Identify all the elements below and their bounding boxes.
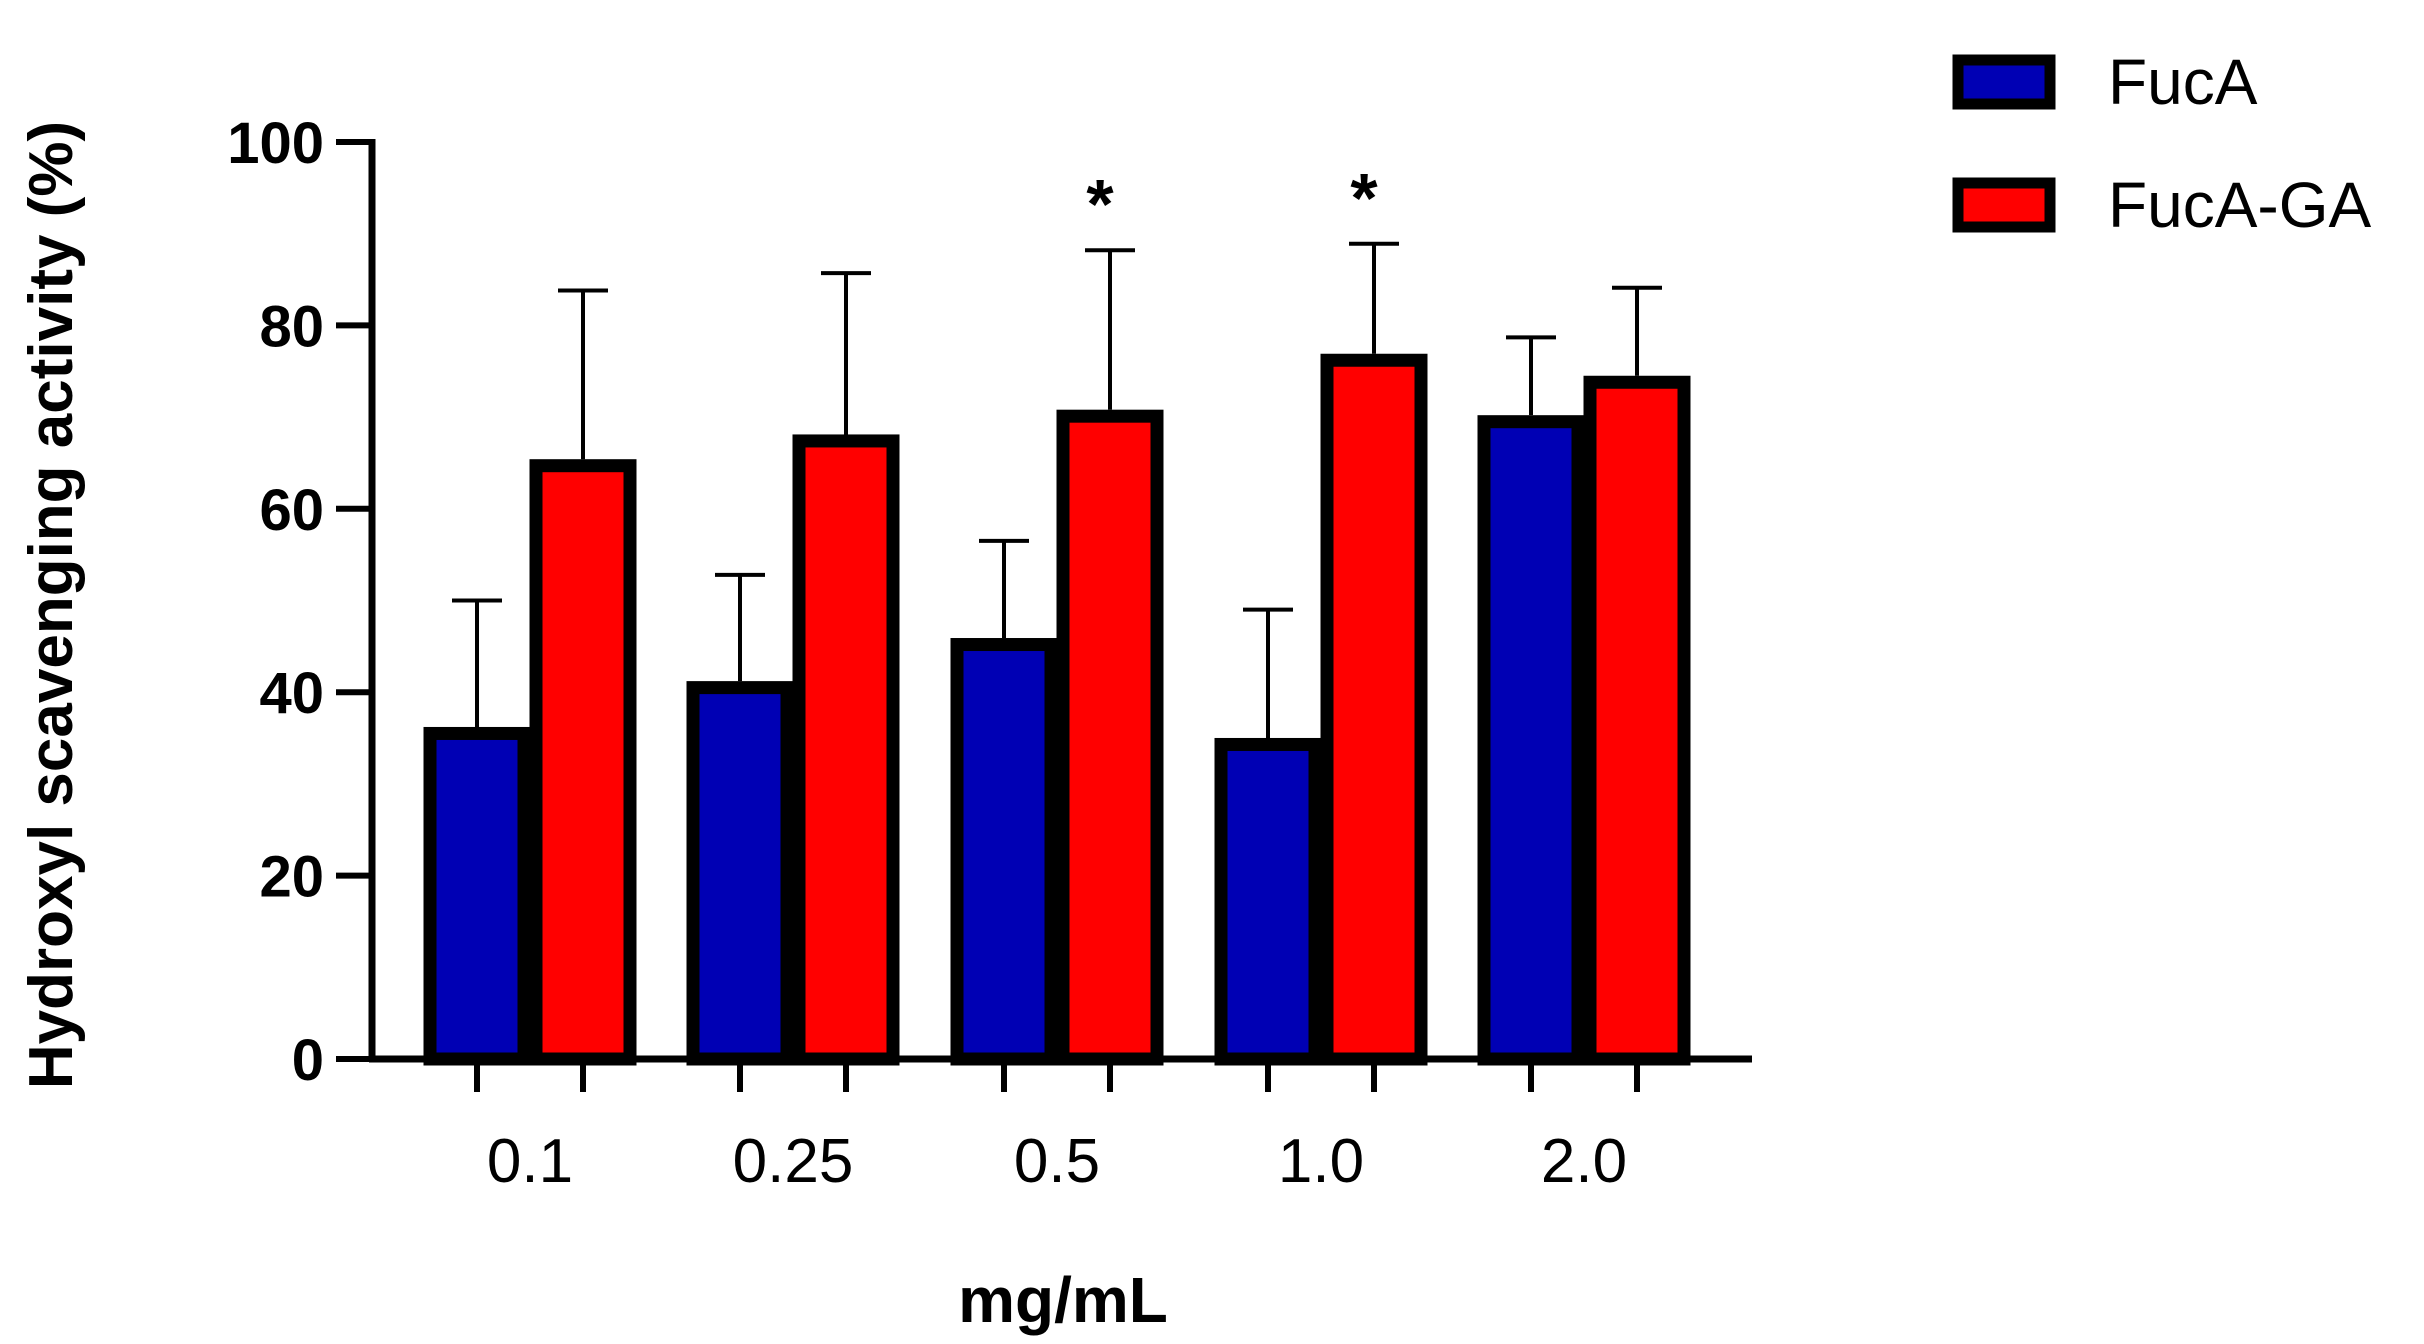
axes-layer bbox=[336, 139, 1752, 1092]
bars-layer bbox=[423, 353, 1691, 1066]
y-tick-label: 60 bbox=[259, 478, 324, 543]
bar-fuca-ga-1.0 bbox=[1320, 353, 1428, 1066]
y-tick-label: 20 bbox=[259, 845, 324, 910]
legend-label-fuca-ga: FucA-GA bbox=[2108, 169, 2371, 241]
bar-fuca-0.5 bbox=[950, 638, 1058, 1066]
x-tick-label: 2.0 bbox=[1541, 1127, 1627, 1196]
y-tick-label: 80 bbox=[259, 294, 324, 359]
bar-fuca-1.0 bbox=[1214, 737, 1322, 1066]
significance-mark: * bbox=[1086, 165, 1114, 243]
legend-label-fuca: FucA bbox=[2108, 46, 2258, 118]
bar-fuca-ga-0.5 bbox=[1056, 409, 1164, 1066]
x-axis-label: mg/mL bbox=[958, 1264, 1168, 1336]
labels-layer: Hydroxyl scavenging activity (%) mg/mL 0… bbox=[17, 111, 1627, 1336]
x-tick-label: 0.5 bbox=[1014, 1127, 1100, 1196]
legend: FucA FucA-GA bbox=[1952, 46, 2371, 241]
x-tick-label: 1.0 bbox=[1278, 1127, 1364, 1196]
x-tick-label: 0.1 bbox=[487, 1127, 573, 1196]
y-axis-label: Hydroxyl scavenging activity (%) bbox=[17, 121, 86, 1089]
significance-mark: * bbox=[1350, 159, 1378, 237]
x-tick-label: 0.25 bbox=[733, 1127, 854, 1196]
bar-fuca-ga-0.25 bbox=[792, 434, 900, 1066]
bar-fuca-2.0 bbox=[1477, 415, 1585, 1066]
bar-fuca-0.25 bbox=[686, 681, 794, 1066]
y-tick-label: 0 bbox=[292, 1028, 324, 1093]
y-tick-label: 40 bbox=[259, 661, 324, 726]
legend-swatch-fuca bbox=[1952, 54, 2056, 110]
bar-fuca-0.1 bbox=[423, 726, 531, 1066]
error-bars-layer bbox=[452, 241, 1662, 738]
bar-fuca-ga-2.0 bbox=[1583, 375, 1691, 1066]
legend-swatch-fuca-ga bbox=[1952, 177, 2056, 233]
bar-fuca-ga-0.1 bbox=[529, 459, 637, 1066]
y-tick-label: 100 bbox=[227, 111, 324, 176]
